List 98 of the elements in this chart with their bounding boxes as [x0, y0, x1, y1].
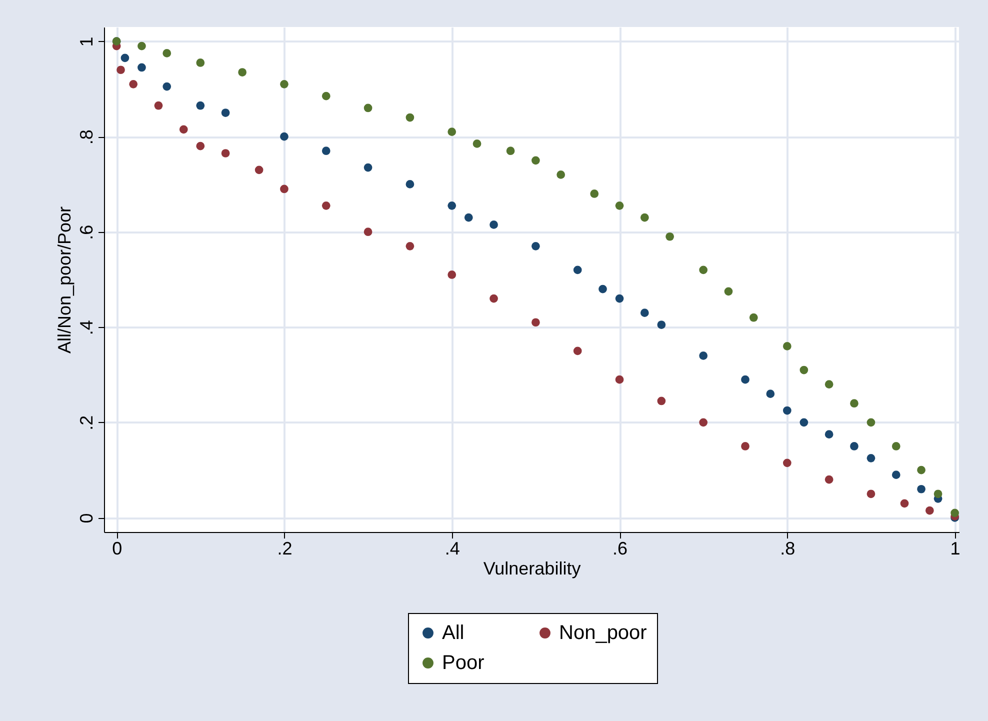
y-tick-label: 0	[76, 513, 96, 524]
point	[824, 430, 834, 439]
point	[573, 266, 582, 274]
point	[179, 125, 188, 134]
point	[116, 66, 125, 74]
point	[866, 490, 876, 498]
point	[749, 313, 758, 322]
point	[138, 63, 146, 72]
point	[925, 506, 934, 515]
point	[364, 228, 372, 236]
point	[162, 49, 172, 58]
point	[824, 380, 834, 388]
x-tick-label: 1	[950, 538, 960, 558]
x-tick-label: .4	[444, 538, 460, 558]
y-tick-label: .4	[76, 320, 96, 336]
point	[406, 113, 414, 122]
y-tick-label: 1	[76, 36, 96, 47]
x-tick-label: .8	[780, 538, 796, 558]
point	[154, 101, 163, 110]
point	[532, 242, 540, 250]
point	[238, 68, 246, 76]
x-tick-label: .6	[612, 538, 628, 558]
y-tick-label: .6	[76, 224, 96, 240]
point	[850, 399, 858, 408]
legend-label: Non_poor	[559, 622, 648, 644]
point	[490, 220, 498, 229]
point	[280, 80, 288, 88]
point	[615, 201, 624, 210]
point	[490, 294, 498, 303]
point	[406, 180, 414, 188]
point	[699, 352, 708, 360]
point	[892, 442, 900, 450]
point	[640, 308, 649, 318]
point	[556, 170, 566, 179]
point	[917, 466, 926, 474]
point	[322, 146, 330, 156]
point	[866, 418, 876, 427]
point	[221, 108, 230, 117]
point	[464, 213, 473, 222]
point	[824, 475, 834, 484]
point	[666, 232, 674, 241]
legend-label: Poor	[442, 652, 485, 674]
point	[120, 54, 130, 62]
point	[506, 146, 515, 156]
point	[138, 42, 146, 50]
point	[472, 140, 482, 148]
y-axis-title: All/Non_poor/Poor	[54, 206, 74, 354]
point	[866, 454, 876, 462]
point	[657, 320, 666, 329]
point	[448, 128, 456, 136]
point	[364, 104, 372, 112]
x-tick-label: .2	[277, 538, 292, 558]
point	[900, 499, 909, 508]
x-axis-title: Vulnerability	[483, 558, 581, 578]
point	[699, 266, 708, 274]
point	[598, 284, 607, 294]
point	[364, 163, 372, 172]
point	[280, 184, 288, 194]
point	[741, 375, 750, 384]
point	[917, 484, 926, 494]
y-tick-label: .8	[76, 130, 96, 145]
point	[615, 294, 624, 303]
point	[699, 418, 708, 427]
point	[196, 142, 205, 150]
point	[322, 92, 330, 100]
point	[573, 346, 582, 356]
point	[532, 318, 540, 327]
point	[322, 201, 330, 210]
y-tick-label: .2	[76, 415, 96, 430]
point	[532, 156, 540, 165]
point	[196, 101, 205, 110]
point	[406, 242, 414, 250]
point	[448, 201, 456, 210]
point	[800, 418, 808, 427]
point	[892, 470, 900, 480]
point	[782, 342, 792, 350]
point	[129, 80, 138, 88]
point	[254, 166, 264, 174]
x-tick-label: 0	[112, 538, 122, 558]
point	[221, 149, 230, 158]
point	[741, 442, 750, 450]
point	[934, 490, 942, 498]
point	[162, 82, 172, 91]
point	[850, 442, 858, 450]
point	[590, 190, 599, 198]
point	[196, 58, 205, 67]
point	[448, 270, 456, 279]
point	[766, 390, 775, 398]
point	[615, 375, 624, 384]
point	[657, 396, 666, 406]
point	[280, 132, 288, 141]
point	[724, 287, 733, 296]
point	[800, 366, 808, 374]
point	[782, 406, 792, 415]
legend-label: All	[442, 622, 464, 644]
point	[640, 213, 649, 222]
point	[782, 458, 792, 468]
point	[950, 508, 959, 518]
